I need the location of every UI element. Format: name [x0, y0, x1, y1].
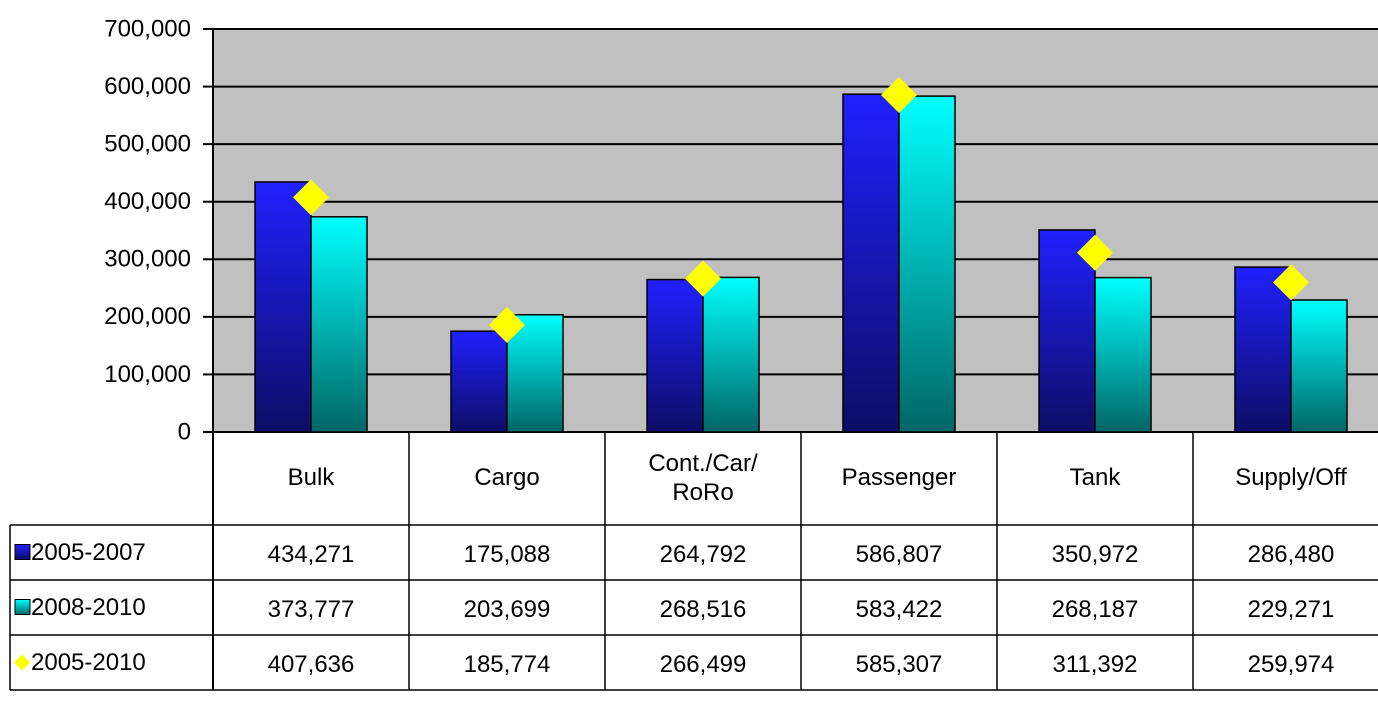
bar [898, 95, 956, 433]
diamond-marker [293, 179, 329, 216]
plot-area [213, 29, 1378, 432]
diamond-marker [1273, 264, 1309, 301]
y-tick-label: 300,000 [104, 246, 191, 273]
legend-marker [14, 599, 31, 615]
category-header: Tank [997, 432, 1193, 525]
diamond-marker [1077, 234, 1113, 271]
bar [506, 313, 564, 433]
category-header: Supply/Off [1193, 432, 1378, 525]
y-tick-label: 0 [178, 418, 191, 445]
table-value: 585,307 [856, 651, 943, 678]
bar [254, 181, 312, 433]
category-header: Passenger [801, 432, 997, 525]
table-value: 286,480 [1248, 541, 1335, 568]
y-tick-label: 600,000 [104, 73, 191, 100]
bar [310, 216, 368, 433]
y-tick-label: 200,000 [104, 303, 191, 330]
table-value: 268,187 [1052, 596, 1139, 623]
table-value: 311,392 [1053, 651, 1138, 678]
diamond-marker [489, 307, 525, 344]
category-header: Cont./Car/ RoRo [605, 432, 801, 525]
bar [702, 276, 760, 433]
table-value: 407,636 [268, 651, 355, 678]
legend-label: 2005-2010 [31, 649, 146, 676]
table-value: 373,777 [268, 596, 355, 623]
legend-label: 2005-2007 [31, 539, 146, 566]
category-header: Cargo [409, 432, 605, 525]
table-value: 583,422 [856, 596, 943, 623]
legend-marker [14, 544, 31, 560]
table-value: 203,699 [464, 596, 551, 623]
y-tick-label: 400,000 [104, 188, 191, 215]
bar [842, 93, 900, 433]
bar [1094, 276, 1152, 433]
category-label: Bulk [287, 464, 335, 492]
category-label: Cargo [474, 464, 540, 492]
table-value: 185,774 [464, 651, 551, 678]
category-label: Cont./Car/ RoRo [648, 449, 758, 506]
legend-marker [14, 654, 30, 671]
table-value: 350,972 [1052, 541, 1139, 568]
category-header: Bulk [213, 432, 409, 525]
table-value: 264,792 [660, 541, 747, 568]
table-value: 434,271 [268, 541, 355, 568]
y-tick-label: 100,000 [104, 361, 191, 388]
table-value: 259,974 [1248, 651, 1335, 678]
y-tick-label: 500,000 [104, 130, 191, 157]
legend-label: 2008-2010 [31, 594, 146, 621]
category-label: Passenger [841, 464, 957, 492]
bar [1038, 229, 1096, 433]
table-value: 175,088 [464, 541, 551, 568]
table-value: 586,807 [856, 541, 943, 568]
table-value: 266,499 [660, 651, 747, 678]
y-tick-label: 700,000 [104, 15, 191, 42]
table-value: 268,516 [660, 596, 747, 623]
bar [1234, 266, 1292, 433]
diamond-marker [881, 77, 917, 114]
table-value: 229,271 [1248, 596, 1335, 623]
bar [450, 330, 508, 433]
diamond-marker [685, 260, 721, 297]
bar [1290, 299, 1348, 433]
category-label: Supply/Off [1235, 464, 1347, 492]
bar [646, 278, 704, 433]
category-label: Tank [1069, 464, 1121, 492]
